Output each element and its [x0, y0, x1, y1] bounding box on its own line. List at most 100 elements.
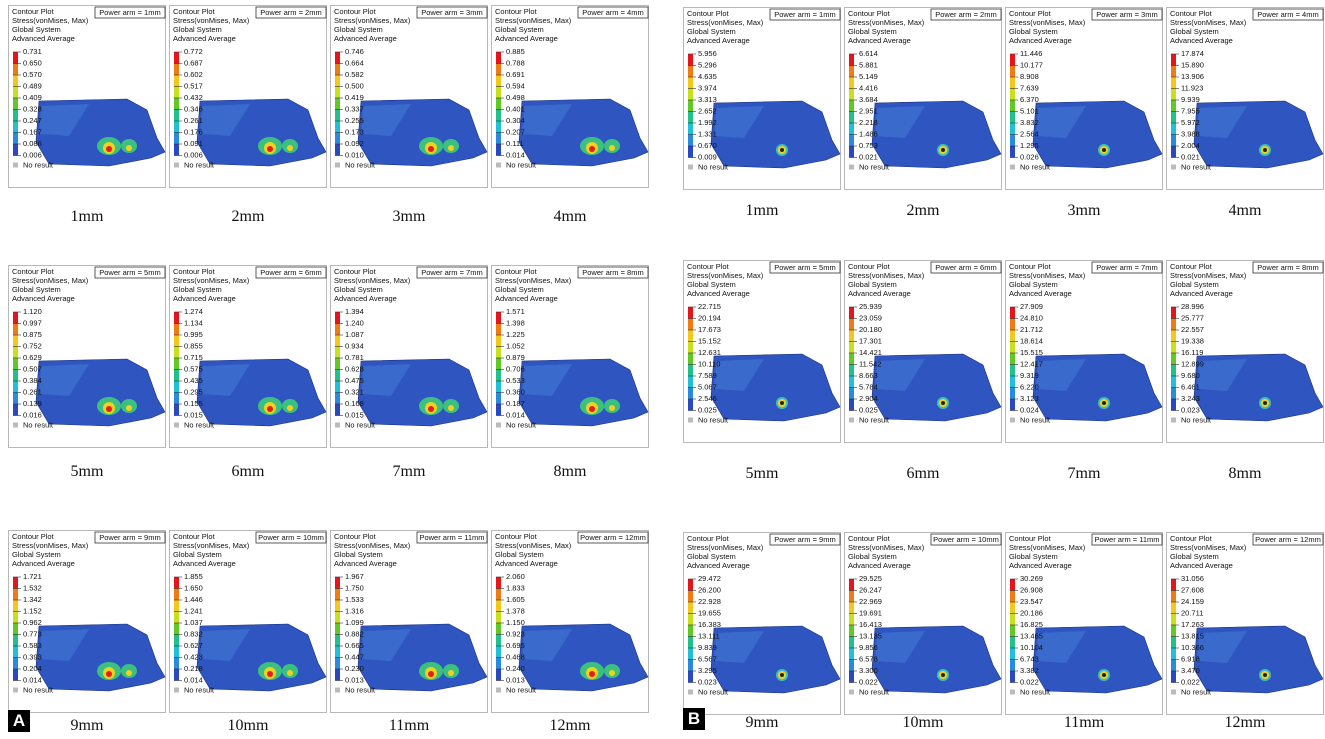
- legend-bin: [688, 77, 693, 89]
- legend-value: 0.772: [184, 47, 203, 56]
- legend-value: 1.721: [23, 572, 42, 581]
- legend-bin: [174, 588, 179, 600]
- contour-panel: Contour Plot Stress(vonMises, Max) Global …: [169, 265, 327, 448]
- legend-value: 1.605: [506, 595, 525, 604]
- legend-bin: [1171, 671, 1176, 683]
- legend-bin: [335, 323, 340, 335]
- legend-bin: [13, 611, 18, 623]
- legend-value: 1.087: [345, 330, 364, 339]
- no-result-swatch: [1171, 164, 1176, 170]
- hotspot: [448, 670, 454, 676]
- legend-value: 11.542: [859, 359, 881, 368]
- legend-value: 25.777: [1181, 313, 1204, 322]
- legend-bin: [1010, 65, 1015, 77]
- plot-average: Advanced Average: [1170, 289, 1233, 298]
- legend-value: 0.111: [506, 139, 524, 148]
- legend-value: 1.486: [859, 129, 878, 138]
- legend-value: 0.665: [345, 641, 364, 650]
- no-result-swatch: [1010, 417, 1015, 423]
- contour-panel: Contour Plot Stress(vonMises, Max) Global …: [169, 5, 327, 188]
- legend-bin: [496, 611, 501, 623]
- hotspot: [448, 405, 454, 411]
- legend-value: 0.650: [23, 58, 42, 67]
- contour-panel: Contour Plot Stress(vonMises, Max) Global …: [169, 530, 327, 713]
- panel-caption: 11mm: [388, 717, 430, 734]
- legend-bin: [174, 346, 179, 358]
- legend-value: 29.525: [859, 574, 882, 583]
- legend-value: 0.879: [506, 353, 525, 362]
- no-result-swatch: [13, 422, 18, 428]
- legend-bin: [1171, 134, 1176, 146]
- legend-bin: [174, 623, 179, 635]
- legend-value: 0.139: [23, 399, 42, 408]
- plot-quantity: Stress(vonMises, Max): [1009, 18, 1086, 27]
- panel-caption: 11mm: [1063, 714, 1105, 731]
- mesh-shade: [39, 104, 89, 136]
- power-arm-label: Power arm = 7mm: [421, 268, 482, 277]
- plot-average: Advanced Average: [848, 36, 911, 45]
- power-arm-box: [577, 266, 649, 279]
- legend-bin: [13, 657, 18, 669]
- legend-value: 0.582: [345, 70, 364, 79]
- legend-value: 0.025: [859, 405, 878, 414]
- legend-value: 0.627: [184, 641, 203, 650]
- legend-bin: [174, 600, 179, 612]
- hotspot: [1102, 401, 1106, 405]
- legend-bin: [13, 335, 18, 347]
- legend-bin: [496, 392, 501, 404]
- legend-bin: [335, 577, 340, 589]
- legend-bin: [496, 346, 501, 358]
- no-result-label: No result: [1020, 415, 1051, 424]
- legend-bin: [1010, 318, 1015, 330]
- legend-value: 0.855: [184, 341, 203, 350]
- power-arm-label: Power arm = 12mm: [1255, 535, 1321, 544]
- legend-value: 0.447: [345, 652, 364, 661]
- legend-value: 0.021: [1181, 152, 1200, 161]
- legend-bin: [1010, 636, 1015, 648]
- plot-title: Contour Plot: [687, 262, 730, 271]
- legend-value: 1.152: [23, 606, 42, 615]
- panel-caption: 10mm: [227, 717, 269, 734]
- hotspot: [941, 148, 945, 152]
- legend-value: 0.086: [23, 139, 42, 148]
- legend-value: 1.650: [184, 583, 203, 592]
- legend-bin: [688, 602, 693, 614]
- legend-value: 1.274: [184, 307, 203, 316]
- plot-system: Global System: [1009, 552, 1058, 561]
- panel-caption: 9mm: [745, 714, 779, 731]
- legend-bin: [1171, 376, 1176, 388]
- no-result-label: No result: [23, 160, 54, 169]
- legend-bin: [849, 318, 854, 330]
- legend-bin: [496, 132, 501, 144]
- legend-bin: [1010, 364, 1015, 376]
- legend-bin: [849, 659, 854, 671]
- contour-panel: Contour Plot Stress(vonMises, Max) Global …: [844, 260, 1002, 443]
- legend-bin: [688, 399, 693, 411]
- plot-quantity: Stress(vonMises, Max): [687, 18, 764, 27]
- legend-value: 2.652: [698, 106, 717, 115]
- legend-value: 0.023: [1181, 405, 1200, 414]
- legend-value: 0.016: [23, 410, 42, 419]
- legend-value: 25.939: [859, 302, 882, 311]
- legend-bin: [13, 312, 18, 324]
- legend-value: 5.881: [859, 60, 878, 69]
- legend-value: 9.839: [698, 643, 717, 652]
- panel-caption: 4mm: [553, 208, 587, 225]
- legend-bin: [1010, 399, 1015, 411]
- legend-value: 0.006: [23, 150, 42, 159]
- legend-bin: [174, 369, 179, 381]
- legend-bin: [13, 109, 18, 121]
- legend-bin: [688, 88, 693, 100]
- legend-bin: [174, 312, 179, 324]
- power-arm-box: [416, 266, 488, 279]
- legend-value: 15.152: [698, 336, 721, 345]
- legend-value: 16.119: [1181, 348, 1203, 357]
- panel-caption: 10mm: [902, 714, 944, 731]
- panel-caption: 7mm: [1067, 465, 1101, 482]
- power-arm-box: [416, 6, 488, 19]
- legend-value: 0.204: [23, 664, 42, 673]
- mesh-shade: [39, 629, 89, 661]
- plot-average: Advanced Average: [1170, 36, 1233, 45]
- legend-bin: [1010, 625, 1015, 637]
- panel-caption: 3mm: [392, 208, 426, 225]
